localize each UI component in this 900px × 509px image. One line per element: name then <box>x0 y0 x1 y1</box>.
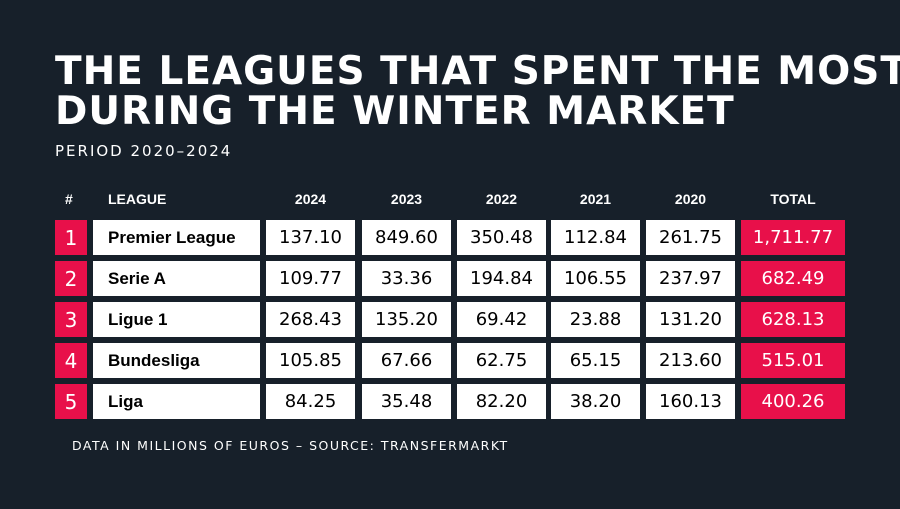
header-2024: 2024 <box>294 191 327 207</box>
value-2024: 268.43 <box>266 302 355 337</box>
title-line-2: DURING THE WINTER MARKET <box>55 89 735 134</box>
total-value: 682.49 <box>741 261 845 296</box>
value-2022: 350.48 <box>457 220 546 255</box>
header-total: TOTAL <box>770 191 816 207</box>
value-2021: 23.88 <box>551 302 640 337</box>
header-2023: 2023 <box>390 191 423 207</box>
rank-badge: 2 <box>55 261 87 296</box>
value-2023: 135.20 <box>362 302 451 337</box>
value-2023: 33.36 <box>362 261 451 296</box>
value-2022: 69.42 <box>457 302 546 337</box>
value-2020: 160.13 <box>646 384 735 419</box>
value-2020: 261.75 <box>646 220 735 255</box>
league-name: Liga <box>93 384 260 419</box>
rank-badge: 3 <box>55 302 87 337</box>
value-2020: 213.60 <box>646 343 735 378</box>
value-2021: 65.15 <box>551 343 640 378</box>
header-2020: 2020 <box>674 191 707 207</box>
value-2022: 82.20 <box>457 384 546 419</box>
value-2023: 849.60 <box>362 220 451 255</box>
chart-title: THE LEAGUES THAT SPENT THE MOST DURING T… <box>55 52 900 132</box>
league-name: Bundesliga <box>93 343 260 378</box>
rank-badge: 5 <box>55 384 87 419</box>
header-2021: 2021 <box>579 191 612 207</box>
value-2020: 131.20 <box>646 302 735 337</box>
value-2022: 194.84 <box>457 261 546 296</box>
value-2022: 62.75 <box>457 343 546 378</box>
total-value: 515.01 <box>741 343 845 378</box>
chart-subtitle: PERIOD 2020–2024 <box>55 142 233 160</box>
value-2024: 84.25 <box>266 384 355 419</box>
header-rank: # <box>65 191 73 207</box>
value-2024: 137.10 <box>266 220 355 255</box>
value-2024: 105.85 <box>266 343 355 378</box>
value-2020: 237.97 <box>646 261 735 296</box>
value-2024: 109.77 <box>266 261 355 296</box>
rank-badge: 1 <box>55 220 87 255</box>
league-name: Ligue 1 <box>93 302 260 337</box>
rank-badge: 4 <box>55 343 87 378</box>
value-2023: 67.66 <box>362 343 451 378</box>
league-name: Premier League <box>93 220 260 255</box>
title-line-1: THE LEAGUES THAT SPENT THE MOST <box>55 49 900 94</box>
header-league: LEAGUE <box>108 191 167 207</box>
value-2023: 35.48 <box>362 384 451 419</box>
total-value: 1,711.77 <box>741 220 845 255</box>
source-footnote: DATA IN MILLIONS OF EUROS – SOURCE: TRAN… <box>72 438 509 453</box>
value-2021: 38.20 <box>551 384 640 419</box>
total-value: 628.13 <box>741 302 845 337</box>
total-value: 400.26 <box>741 384 845 419</box>
header-2022: 2022 <box>485 191 518 207</box>
league-name: Serie A <box>93 261 260 296</box>
value-2021: 106.55 <box>551 261 640 296</box>
value-2021: 112.84 <box>551 220 640 255</box>
